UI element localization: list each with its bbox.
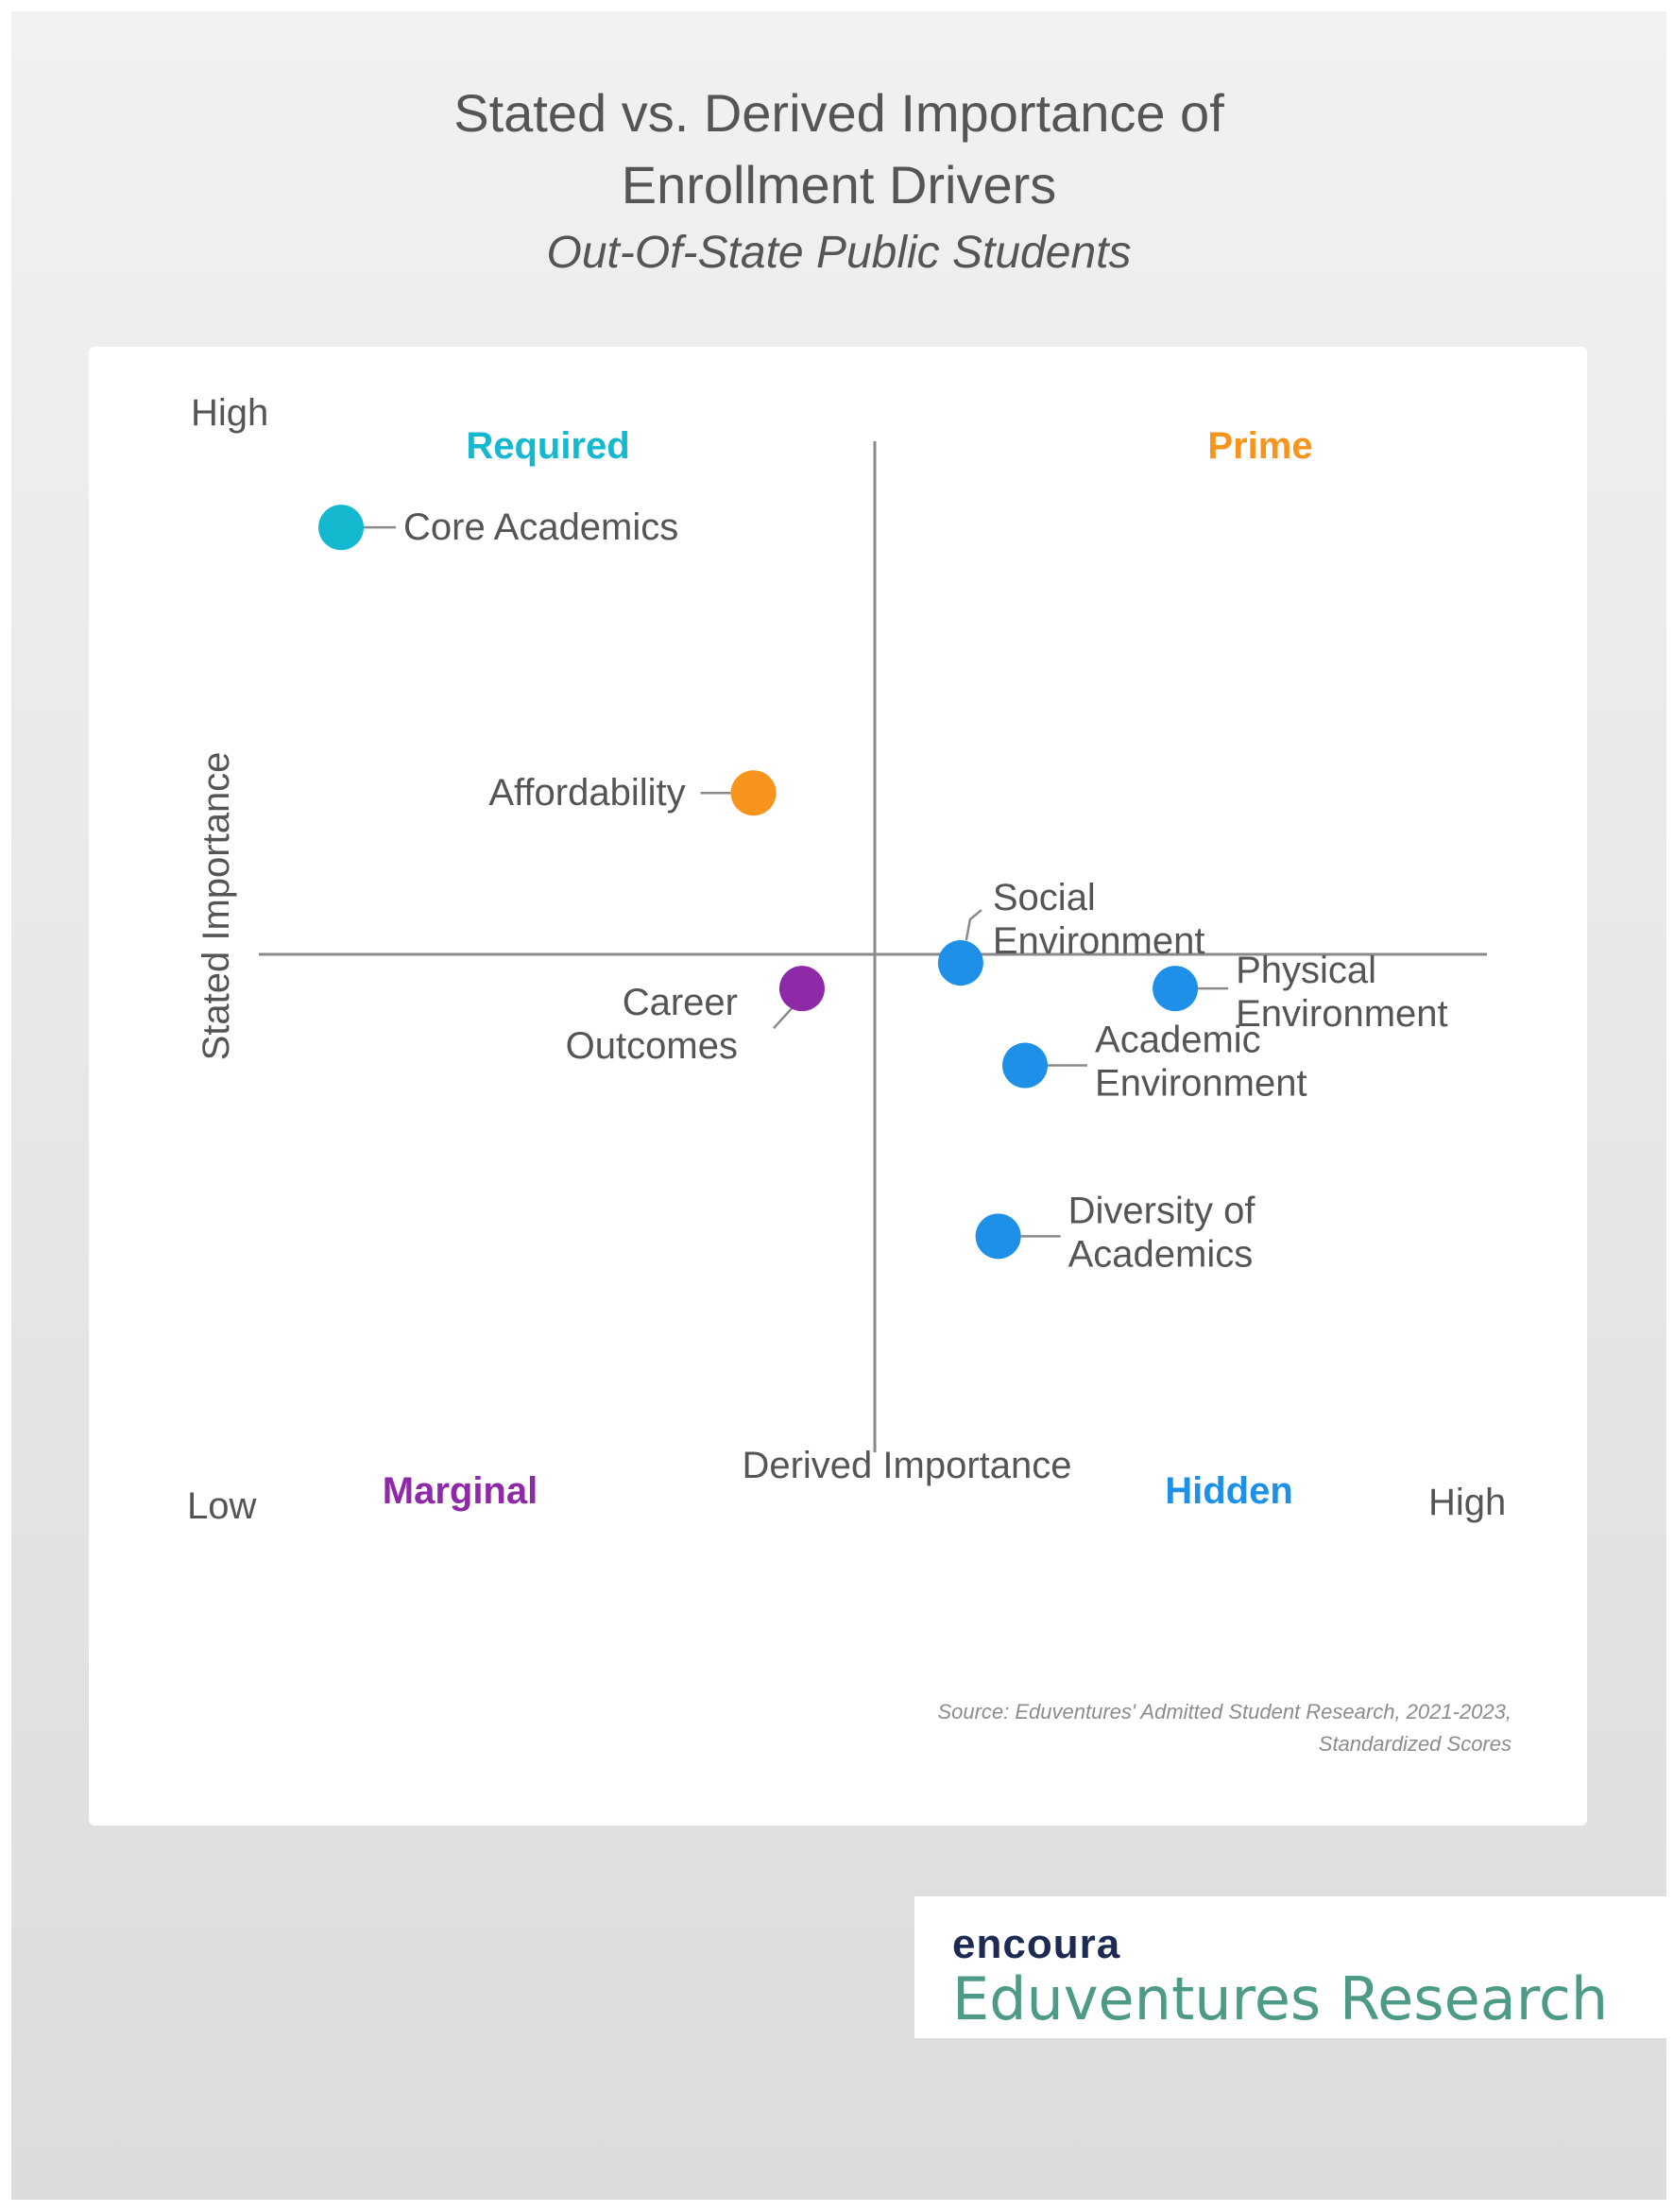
point-label-physical-environment-line-2: Environment bbox=[1236, 993, 1448, 1035]
point-label-social-environment-line-1: Social bbox=[993, 877, 1096, 918]
x-axis-high-label: High bbox=[1428, 1482, 1506, 1523]
point-label-affordability-line-1: Affordability bbox=[488, 772, 685, 814]
point-label-core-academics-line-1: Core Academics bbox=[403, 506, 678, 548]
encoura-wordmark: encoura bbox=[952, 1921, 1121, 1967]
source-line-2: Standardized Scores bbox=[1318, 1732, 1512, 1756]
chart-title-line-2: Enrollment Drivers bbox=[621, 155, 1057, 214]
quadrant-label-prime: Prime bbox=[1207, 425, 1312, 467]
page: Stated vs. Derived Importance of Enrollm… bbox=[11, 11, 1666, 2200]
y-axis-high-label: High bbox=[191, 392, 268, 434]
quadrant-label-marginal: Marginal bbox=[383, 1470, 538, 1512]
data-point-core-academics bbox=[318, 505, 365, 551]
data-point-career-outcomes bbox=[778, 966, 825, 1012]
chart-header: Stated vs. Derived Importance of Enrollm… bbox=[11, 77, 1666, 283]
source-note: Source: Eduventures' Admitted Student Re… bbox=[661, 1696, 1512, 1760]
quadrant-chart: Stated Importance Derived Importance High L… bbox=[187, 392, 1506, 1527]
chart-card: Stated Importance Derived Importance High L… bbox=[89, 347, 1587, 1826]
eduventures-research-wordmark: Eduventures Research bbox=[952, 1964, 1609, 2033]
data-point-social-environment bbox=[937, 940, 983, 986]
data-point-affordability bbox=[730, 770, 777, 816]
point-label-academic-environment-line-2: Environment bbox=[1095, 1063, 1307, 1105]
chart-title-line-1: Stated vs. Derived Importance of bbox=[453, 83, 1224, 143]
point-label-physical-environment-line-1: Physical bbox=[1236, 950, 1376, 991]
y-axis-title: Stated Importance bbox=[196, 752, 237, 1061]
quadrant-label-required: Required bbox=[466, 425, 629, 467]
x-axis-title: Derived Importance bbox=[742, 1445, 1071, 1486]
quadrant-label-hidden: Hidden bbox=[1165, 1470, 1293, 1512]
chart-subtitle: Out-Of-State Public Students bbox=[546, 228, 1132, 278]
eduventures-logo: encoura Eduventures Research bbox=[914, 1896, 1666, 2038]
leader-line-career-outcomes bbox=[773, 1006, 794, 1030]
point-label-diversity-of-academics-line-1: Diversity of bbox=[1068, 1190, 1256, 1231]
point-label-diversity-of-academics-line-2: Academics bbox=[1068, 1233, 1254, 1275]
point-label-social-environment-line-2: Environment bbox=[993, 920, 1205, 962]
leader-line-social-environment bbox=[965, 909, 982, 941]
data-point-physical-environment bbox=[1153, 966, 1199, 1012]
point-label-academic-environment-line-1: Academic bbox=[1095, 1020, 1261, 1061]
point-label-career-outcomes-line-2: Outcomes bbox=[566, 1025, 738, 1067]
source-line-1: Source: Eduventures' Admitted Student Re… bbox=[937, 1700, 1512, 1723]
data-point-academic-environment bbox=[1002, 1042, 1049, 1089]
point-label-career-outcomes-line-1: Career bbox=[623, 982, 738, 1023]
x-axis-low-label: Low bbox=[187, 1485, 256, 1527]
data-point-diversity-of-academics bbox=[975, 1213, 1021, 1260]
